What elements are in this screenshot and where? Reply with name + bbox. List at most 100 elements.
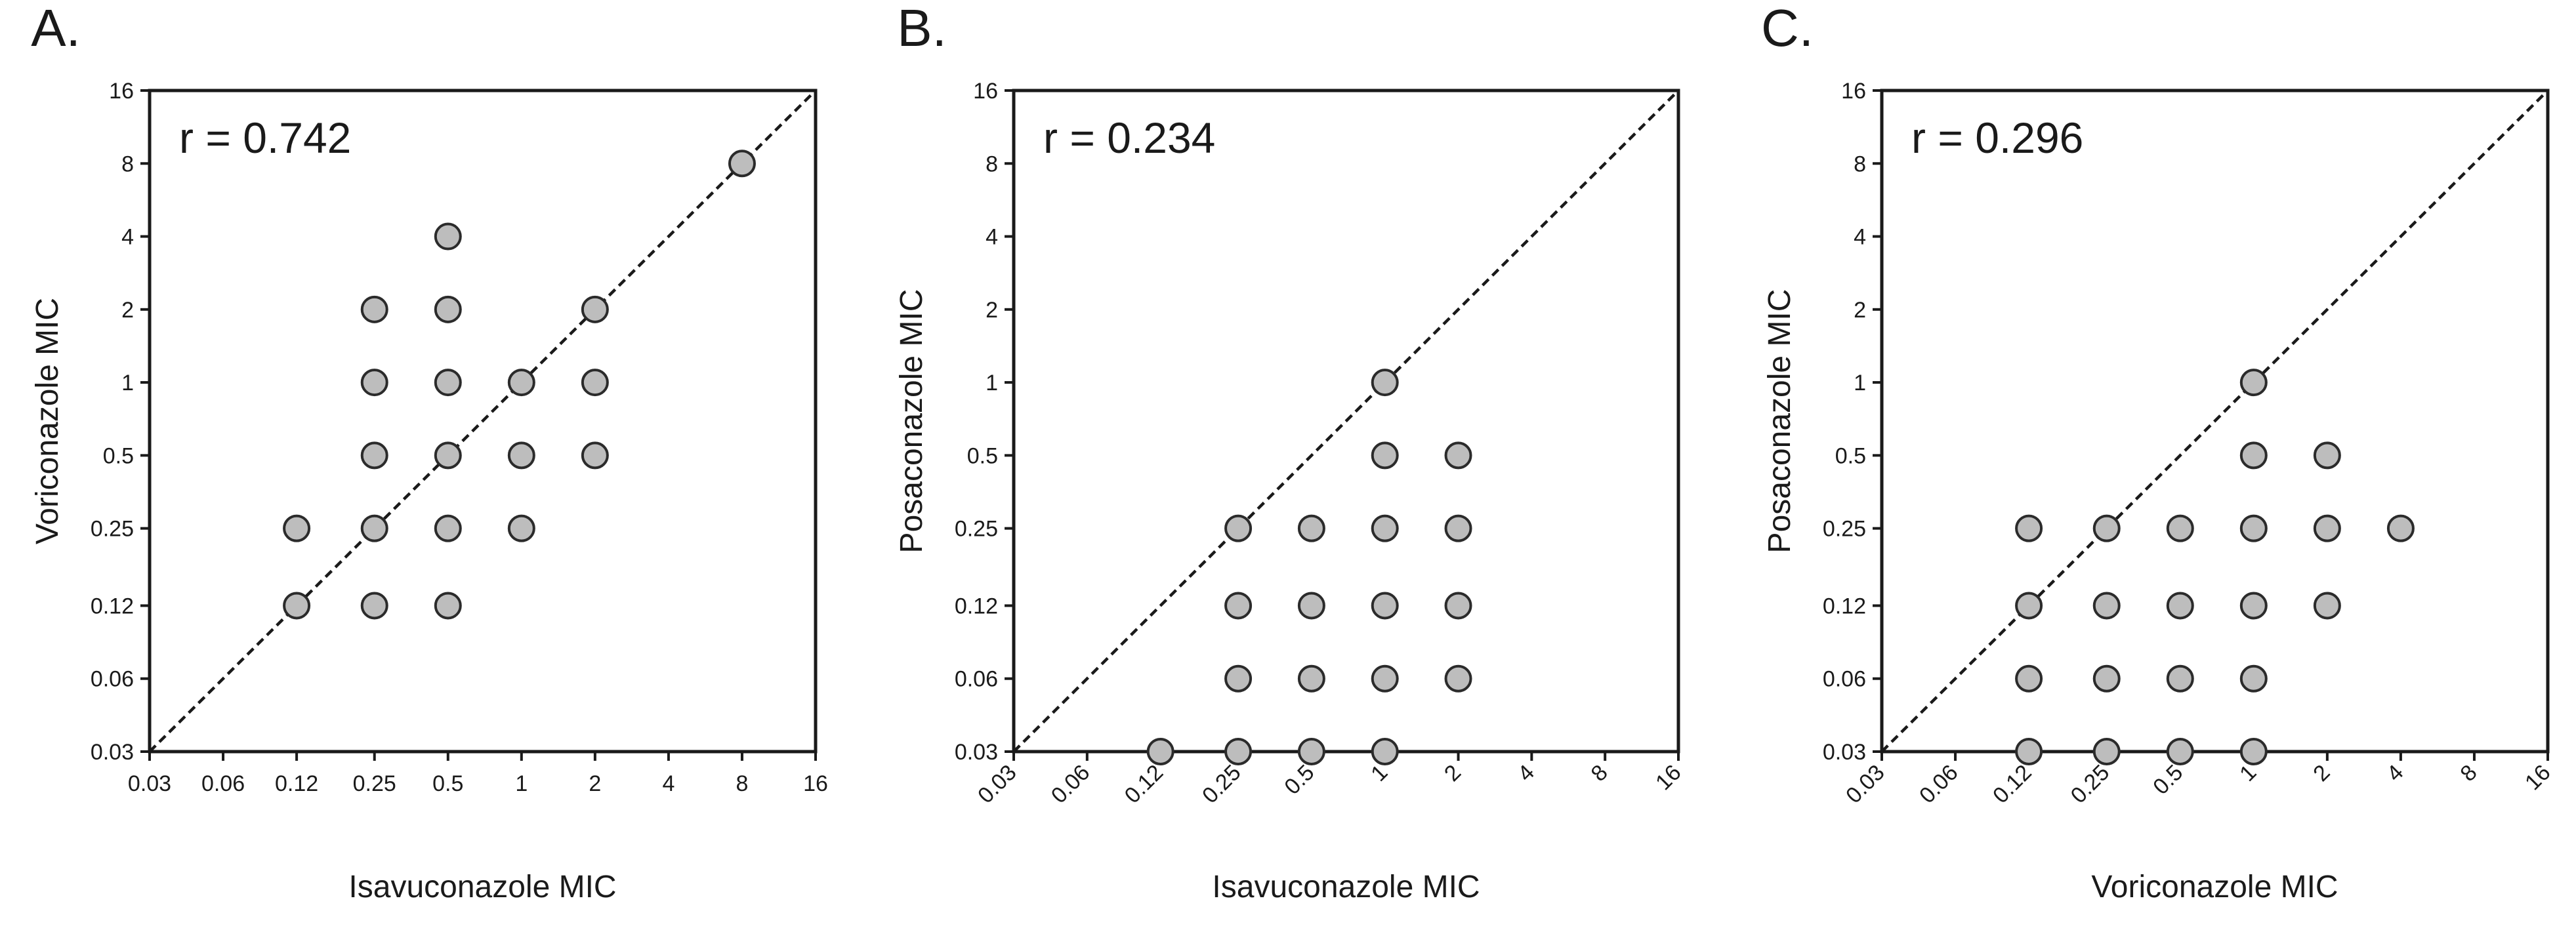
x-tick-label: 4 [662, 771, 675, 796]
x-tick-label: 4 [2382, 760, 2408, 786]
data-point [434, 222, 462, 251]
data-point [1224, 738, 1253, 765]
data-point [283, 514, 311, 542]
data-point [434, 514, 462, 542]
y-tick-label: 0.5 [103, 443, 134, 468]
data-point [1371, 592, 1399, 620]
data-point [728, 150, 756, 178]
data-point [1146, 738, 1174, 765]
data-point [507, 514, 535, 542]
x-tick-label: 2 [2308, 760, 2335, 786]
data-point [1444, 592, 1472, 620]
x-tick-label: 0.03 [1841, 760, 1890, 809]
data-point [434, 369, 462, 397]
y-tick-label: 0.25 [955, 517, 998, 542]
x-tick-label: 0.5 [432, 771, 463, 796]
y-tick-label: 0.25 [91, 517, 134, 542]
data-point [1444, 664, 1472, 693]
data-point [581, 369, 609, 397]
data-point [2166, 664, 2194, 693]
y-tick-label: 2 [1854, 298, 1866, 323]
y-axis-label: Posaconazole MIC [894, 289, 929, 554]
y-tick-label: 8 [986, 152, 998, 176]
y-tick-label: 0.12 [1823, 594, 1866, 618]
panel-c: 0.03 0.06 0.12 0.25 0.5 1 2 4 8 16 0.03 0.06 0.12 0.2… [1761, 0, 2556, 904]
x-tick-label: 0.25 [353, 771, 396, 796]
y-tick-label: 4 [121, 225, 134, 250]
data-point [360, 441, 388, 470]
x-tick-label: 8 [1587, 760, 1613, 786]
data-point [360, 369, 388, 397]
data-point [434, 295, 462, 323]
data-point [1444, 514, 1472, 542]
data-point [360, 514, 388, 542]
data-point [2015, 664, 2043, 693]
y-axis-label: Voriconazole MIC [30, 298, 65, 544]
y-tick-label: 16 [1841, 79, 1866, 104]
data-point [2092, 592, 2121, 620]
y-tick-label: 4 [1854, 225, 1866, 250]
y-tick-label: 0.06 [955, 667, 998, 692]
y-tick-label: 2 [121, 298, 134, 323]
x-tick-label: 0.12 [275, 771, 318, 796]
y-tick-label: 1 [121, 371, 134, 395]
x-tick-label: 0.03 [973, 760, 1022, 809]
y-tick-label: 16 [109, 79, 134, 104]
correlation-annotation: r = 0.742 [179, 113, 351, 162]
data-point [2015, 514, 2043, 542]
y-tick-label: 0.03 [1823, 740, 1866, 765]
data-point [434, 441, 462, 470]
y-axis-label: Posaconazole MIC [1762, 289, 1797, 554]
x-tick-label: 4 [1513, 760, 1539, 786]
data-point [1297, 592, 1325, 620]
identity-line [1880, 89, 2549, 753]
x-tick-label: 0.12 [1988, 760, 2037, 809]
x-tick-label: 8 [736, 771, 748, 796]
data-point [1371, 369, 1399, 397]
data-point [507, 441, 535, 470]
panel-label: C. [1761, 0, 1814, 57]
data-point [1297, 514, 1325, 542]
y-tick-label: 16 [973, 79, 998, 104]
data-point [2239, 664, 2268, 693]
data-point [2239, 441, 2268, 470]
y-tick-label: 0.06 [91, 667, 134, 692]
x-tick-label: 0.06 [1047, 760, 1095, 809]
plot-frame [1012, 89, 1680, 754]
panel-a: 0.03 0.06 0.12 0.25 0.5 1 2 4 8 16 0.03 0.06 0.12 0.2… [30, 0, 828, 904]
data-point [2166, 738, 2194, 765]
data-point [283, 592, 311, 620]
data-point [1371, 738, 1399, 765]
data-point [2313, 592, 2341, 620]
data-point [2092, 514, 2121, 542]
y-tick-label: 1 [1854, 371, 1866, 395]
x-tick-label: 0.12 [1120, 760, 1169, 809]
correlation-annotation: r = 0.296 [1911, 113, 2083, 162]
data-point [2092, 738, 2121, 765]
y-tick-label: 0.25 [1823, 517, 1866, 542]
identity-line [1012, 89, 1680, 753]
data-point [434, 592, 462, 620]
y-tick-label: 0.5 [967, 443, 998, 468]
data-point [1224, 592, 1253, 620]
x-tick-label: 2 [589, 771, 601, 796]
x-tick-label: 2 [1440, 760, 1466, 786]
x-tick-label: 16 [803, 771, 828, 796]
x-tick-label: 0.5 [2148, 760, 2188, 799]
data-point [2313, 514, 2341, 542]
x-tick-label: 0.5 [1279, 760, 1319, 799]
x-tick-label: 8 [2455, 760, 2482, 786]
x-tick-label: 0.06 [201, 771, 245, 796]
panel-label: B. [897, 0, 947, 57]
x-tick-label: 1 [515, 771, 528, 796]
y-tick-label: 2 [986, 298, 998, 323]
data-point [1224, 664, 1253, 693]
data-point [360, 295, 388, 323]
data-point [2166, 592, 2194, 620]
x-axis-label: Isavuconazole MIC [348, 870, 616, 904]
x-tick-label: 0.25 [1197, 760, 1246, 809]
plot-frame [148, 89, 818, 754]
y-tick-label: 0.12 [91, 594, 134, 618]
y-tick-label: 4 [986, 225, 998, 250]
identity-line [148, 89, 817, 753]
